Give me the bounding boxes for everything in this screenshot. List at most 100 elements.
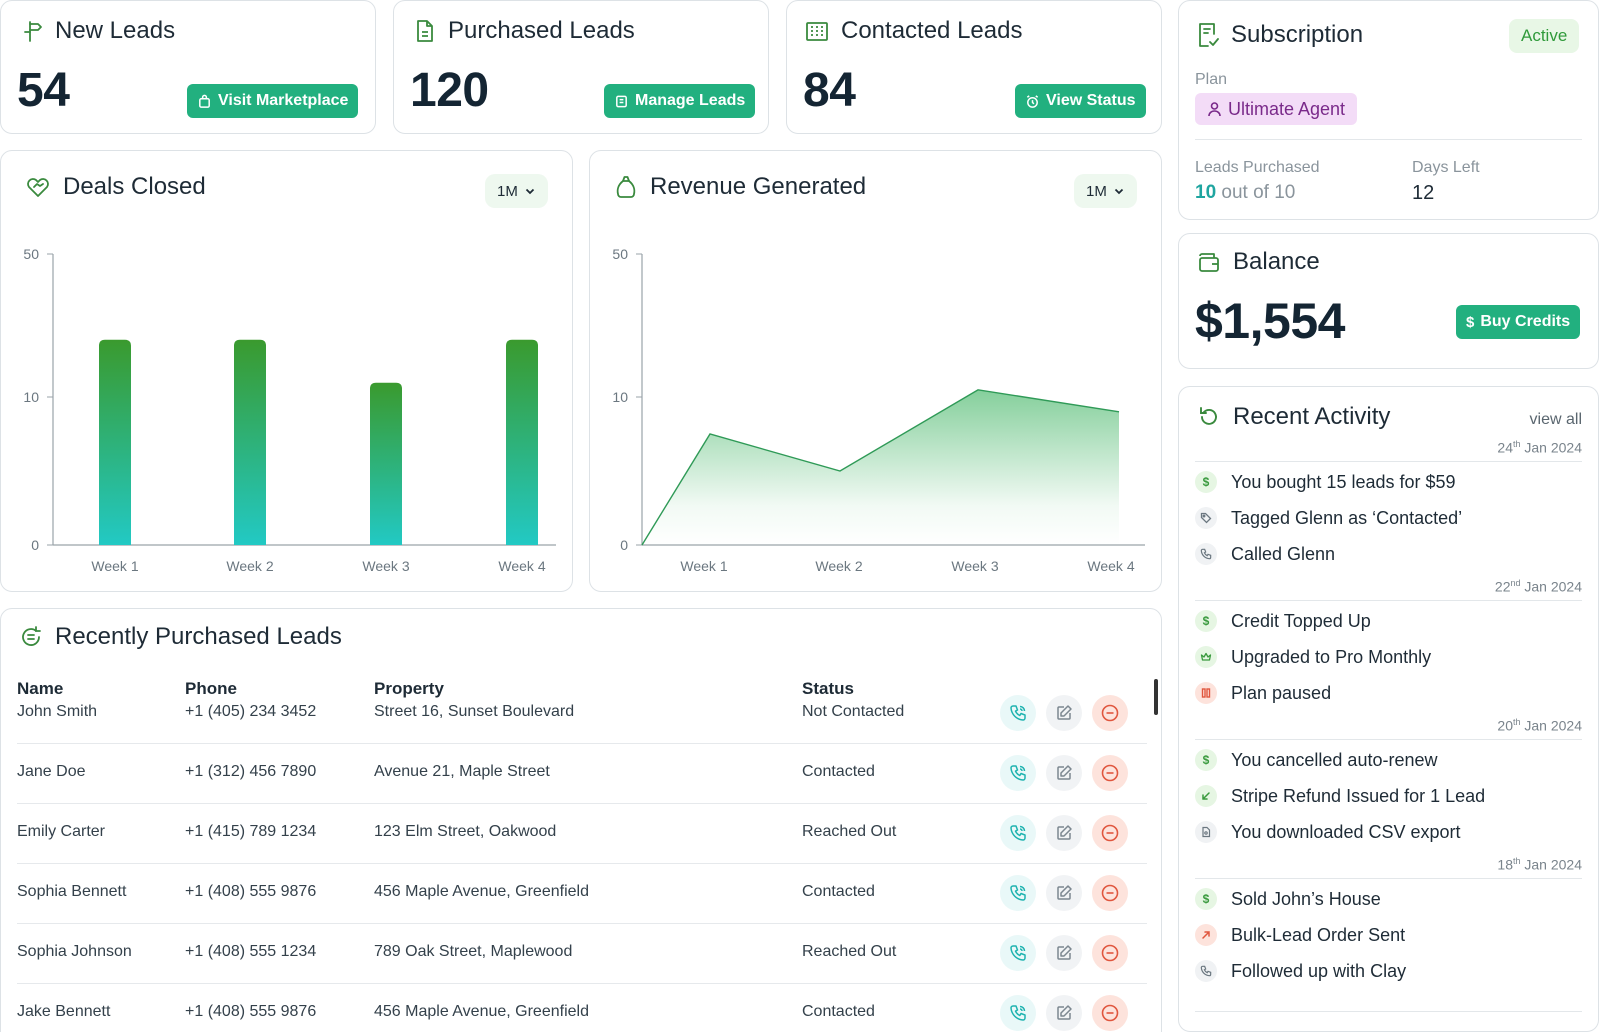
column-header-property: Property (374, 679, 444, 698)
remove-icon (1101, 884, 1119, 902)
leads-used: 10 (1195, 182, 1217, 203)
edit-lead-button[interactable] (1046, 815, 1082, 851)
arrow-down-left-icon (1195, 785, 1217, 807)
visit-marketplace-button[interactable]: Visit Marketplace (187, 84, 359, 118)
stat-title: New Leads (55, 17, 176, 44)
call-lead-button[interactable] (1000, 755, 1036, 791)
dollar-icon: $ (1195, 749, 1217, 771)
deals-closed-chart: 50 10 0 Week 1 Week 2 Week 3 Week 4 (23, 246, 556, 574)
leads-purchased-label: Leads Purchased (1195, 159, 1320, 176)
edit-icon (1057, 705, 1072, 720)
deals-closed-card: Deals Closed 1M 50 10 0 Week 1 Week 2 Week 3 W… (0, 150, 573, 592)
remove-lead-button[interactable] (1092, 995, 1128, 1031)
call-lead-button[interactable] (1000, 815, 1036, 851)
edit-lead-button[interactable] (1046, 935, 1082, 971)
row-divider (17, 803, 1147, 804)
revenue-generated-card: Revenue Generated 1M 50 10 0 Week 1 Week 2 We… (589, 150, 1162, 592)
call-lead-button[interactable] (1000, 935, 1036, 971)
card-title: Balance (1197, 248, 1320, 276)
remove-lead-button[interactable] (1092, 815, 1128, 851)
remove-icon (1101, 764, 1119, 782)
cell-status: Reached Out (802, 823, 897, 840)
card-title: Revenue Generated (614, 173, 866, 201)
money-bag-icon (616, 176, 636, 198)
row-divider (17, 743, 1147, 744)
edit-icon (1057, 1005, 1072, 1020)
pause-icon (1195, 682, 1217, 704)
remove-lead-button[interactable] (1092, 695, 1128, 731)
cell-name: John Smith (17, 703, 98, 720)
call-lead-button[interactable] (1000, 875, 1036, 911)
receipt-check-icon (1199, 23, 1219, 47)
leads-purchased-value: 10 out of 10 (1195, 182, 1295, 204)
y-tick-label: 10 (612, 389, 628, 405)
bar (234, 339, 266, 545)
phone-icon (1010, 765, 1026, 781)
refresh-icon (1200, 407, 1217, 425)
cell-property: Street 16, Sunset Boulevard (374, 703, 575, 720)
balance-amount: $1,554 (1195, 293, 1345, 349)
wallet-icon (1199, 253, 1219, 272)
card-title: Recently Purchased Leads (19, 623, 342, 651)
bar (99, 339, 131, 545)
activity-divider (1195, 461, 1582, 462)
remove-icon (1101, 944, 1119, 962)
edit-lead-button[interactable] (1046, 755, 1082, 791)
date-day: 24 (1497, 439, 1513, 456)
activity-item: Upgraded to Pro Monthly (1195, 646, 1431, 668)
activity-text: You bought 15 leads for $59 (1231, 471, 1456, 492)
remove-lead-button[interactable] (1092, 935, 1128, 971)
call-lead-button[interactable] (1000, 995, 1036, 1031)
area-fill (642, 389, 1119, 545)
y-tick-label: 0 (620, 537, 628, 553)
column-header-phone: Phone (185, 679, 237, 698)
buy-credits-button[interactable]: $ Buy Credits (1456, 305, 1581, 339)
subscription-card: Subscription Active Plan Ultimate Agent … (1178, 0, 1599, 220)
period-value: 1M (1086, 182, 1107, 200)
bar (506, 339, 538, 545)
edit-lead-button[interactable] (1046, 995, 1082, 1031)
edit-lead-button[interactable] (1046, 695, 1082, 731)
x-tick-label: Week 3 (951, 558, 998, 574)
signpost-icon (24, 21, 42, 42)
cell-phone: +1 (408) 555 1234 (185, 943, 317, 960)
call-lead-button[interactable] (1000, 695, 1036, 731)
cell-status: Not Contacted (802, 703, 905, 720)
activity-item: Called Glenn (1195, 543, 1335, 565)
activity-divider (1195, 1011, 1582, 1012)
phone-icon (1010, 945, 1026, 961)
view-all-link[interactable]: view all (1529, 411, 1582, 428)
balance-title: Balance (1233, 248, 1320, 275)
alarm-clock-icon (1026, 94, 1039, 108)
edit-icon (1057, 945, 1072, 960)
y-tick-label: 0 (31, 537, 39, 553)
phone-icon (1010, 1005, 1026, 1021)
days-left-value: 12 (1412, 182, 1435, 204)
remove-lead-button[interactable] (1092, 875, 1128, 911)
activity-item: Tagged Glenn as ‘Contacted’ (1195, 507, 1462, 529)
activity-item: Bulk-Lead Order Sent (1195, 924, 1405, 946)
status-badge: Active (1509, 19, 1580, 53)
manage-leads-button[interactable]: Manage Leads (604, 84, 756, 118)
view-status-button[interactable]: View Status (1015, 84, 1146, 118)
activity-divider (1195, 878, 1582, 879)
date-rest: Jan 2024 (1520, 856, 1582, 873)
edit-icon (1057, 765, 1072, 780)
remove-lead-button[interactable] (1092, 755, 1128, 791)
activity-date: 20th Jan 2024 (1497, 717, 1582, 734)
column-header-status: Status (802, 679, 854, 698)
table-scrollbar[interactable] (1154, 679, 1158, 715)
subscription-title: Subscription (1231, 21, 1364, 48)
activity-text: Bulk-Lead Order Sent (1231, 924, 1406, 945)
document-icon (417, 20, 433, 42)
activity-text: Stripe Refund Issued for 1 Lead (1231, 785, 1486, 806)
revenue-period-select[interactable]: 1M (1074, 174, 1137, 208)
date-suffix: th (1512, 717, 1521, 727)
deals-period-select[interactable]: 1M (485, 174, 548, 208)
handshake-heart-icon (27, 178, 49, 197)
cell-status: Contacted (802, 1003, 875, 1020)
edit-lead-button[interactable] (1046, 875, 1082, 911)
y-tick-label: 50 (23, 246, 39, 262)
plan-name: Ultimate Agent (1228, 98, 1346, 119)
date-day: 18 (1497, 856, 1513, 873)
